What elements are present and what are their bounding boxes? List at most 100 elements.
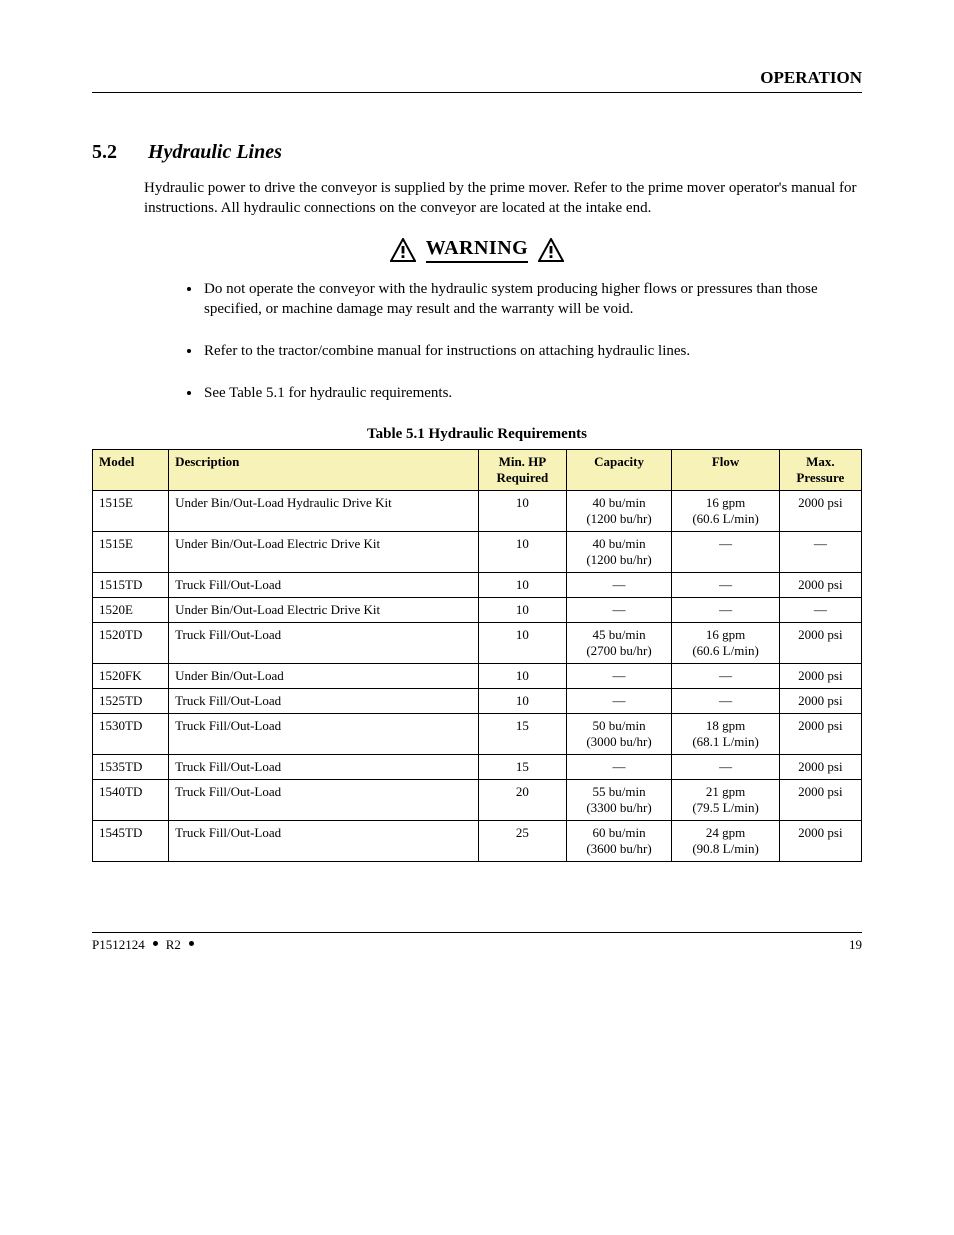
section-paragraph: Hydraulic power to drive the conveyor is… xyxy=(144,178,862,219)
table-cell: 1520E xyxy=(93,597,169,622)
warning-bullet-list: Do not operate the conveyor with the hyd… xyxy=(202,279,862,404)
table-cell: 20 xyxy=(479,779,566,820)
table-cell: — xyxy=(566,597,672,622)
table-caption: Table 5.1 Hydraulic Requirements xyxy=(92,426,862,443)
hydraulic-requirements-table: ModelDescriptionMin. HPRequiredCapacityF… xyxy=(92,449,862,862)
table-cell: Under Bin/Out-Load Electric Drive Kit xyxy=(169,531,479,572)
table-cell: — xyxy=(566,572,672,597)
table-cell: 21 gpm(79.5 L/min) xyxy=(672,779,779,820)
section-number: 5.2 xyxy=(92,141,144,164)
table-cell: 1515E xyxy=(93,531,169,572)
table-row: 1515TDTruck Fill/Out-Load10——2000 psi xyxy=(93,572,862,597)
table-cell: Truck Fill/Out-Load xyxy=(169,572,479,597)
table-cell: 55 bu/min(3300 bu/hr) xyxy=(566,779,672,820)
table-cell: 16 gpm(60.6 L/min) xyxy=(672,622,779,663)
table-row: 1530TDTruck Fill/Out-Load1550 bu/min(300… xyxy=(93,713,862,754)
warning-triangle-left-icon xyxy=(390,238,416,262)
table-cell: 40 bu/min(1200 bu/hr) xyxy=(566,490,672,531)
footer-docnum: P1512124 xyxy=(92,937,145,953)
table-cell: 18 gpm(68.1 L/min) xyxy=(672,713,779,754)
table-cell: 1540TD xyxy=(93,779,169,820)
table-cell: Truck Fill/Out-Load xyxy=(169,820,479,861)
table-header-cell: Min. HPRequired xyxy=(479,449,566,490)
warning-bullet: See Table 5.1 for hydraulic requirements… xyxy=(202,383,862,403)
table-header-cell: Flow xyxy=(672,449,779,490)
table-cell: 25 xyxy=(479,820,566,861)
table-cell: 50 bu/min(3000 bu/hr) xyxy=(566,713,672,754)
table-cell: — xyxy=(566,663,672,688)
table-row: 1515EUnder Bin/Out-Load Hydraulic Drive … xyxy=(93,490,862,531)
table-cell: — xyxy=(672,663,779,688)
table-cell: Truck Fill/Out-Load xyxy=(169,713,479,754)
table-row: 1525TDTruck Fill/Out-Load10——2000 psi xyxy=(93,688,862,713)
table-header-cell: Model xyxy=(93,449,169,490)
table-cell: 10 xyxy=(479,663,566,688)
table-cell: 2000 psi xyxy=(779,820,861,861)
table-cell: 16 gpm(60.6 L/min) xyxy=(672,490,779,531)
warning-triangle-right-icon xyxy=(538,238,564,262)
table-cell: 2000 psi xyxy=(779,754,861,779)
table-cell: 1515TD xyxy=(93,572,169,597)
table-cell: 10 xyxy=(479,531,566,572)
table-cell: — xyxy=(566,688,672,713)
table-row: 1535TDTruck Fill/Out-Load15——2000 psi xyxy=(93,754,862,779)
table-cell: 2000 psi xyxy=(779,572,861,597)
table-cell: 2000 psi xyxy=(779,490,861,531)
page-footer: P1512124 R2 19 xyxy=(92,932,862,953)
header-rule xyxy=(92,92,862,93)
table-cell: 2000 psi xyxy=(779,663,861,688)
table-cell: 60 bu/min(3600 bu/hr) xyxy=(566,820,672,861)
table-row: 1520FKUnder Bin/Out-Load10——2000 psi xyxy=(93,663,862,688)
table-cell: — xyxy=(672,754,779,779)
table-cell: — xyxy=(779,531,861,572)
table-cell: Under Bin/Out-Load xyxy=(169,663,479,688)
table-header-cell: Capacity xyxy=(566,449,672,490)
table-cell: 2000 psi xyxy=(779,779,861,820)
table-cell: — xyxy=(779,597,861,622)
table-cell: 10 xyxy=(479,572,566,597)
table-cell: 1520FK xyxy=(93,663,169,688)
table-cell: — xyxy=(566,754,672,779)
table-cell: 24 gpm(90.8 L/min) xyxy=(672,820,779,861)
table-cell: 15 xyxy=(479,713,566,754)
table-cell: 2000 psi xyxy=(779,622,861,663)
table-cell: 1520TD xyxy=(93,622,169,663)
warning-block: WARNING xyxy=(92,237,862,263)
table-cell: — xyxy=(672,688,779,713)
table-cell: 15 xyxy=(479,754,566,779)
table-cell: Truck Fill/Out-Load xyxy=(169,688,479,713)
table-cell: — xyxy=(672,572,779,597)
footer-dot-icon xyxy=(153,941,158,946)
table-cell: Under Bin/Out-Load Hydraulic Drive Kit xyxy=(169,490,479,531)
table-cell: 10 xyxy=(479,490,566,531)
table-row: 1520EUnder Bin/Out-Load Electric Drive K… xyxy=(93,597,862,622)
table-header-cell: Max.Pressure xyxy=(779,449,861,490)
table-header-cell: Description xyxy=(169,449,479,490)
table-row: 1520TDTruck Fill/Out-Load1045 bu/min(270… xyxy=(93,622,862,663)
table-cell: 1525TD xyxy=(93,688,169,713)
table-cell: Truck Fill/Out-Load xyxy=(169,779,479,820)
table-cell: 10 xyxy=(479,688,566,713)
table-cell: Under Bin/Out-Load Electric Drive Kit xyxy=(169,597,479,622)
warning-bullet: Refer to the tractor/combine manual for … xyxy=(202,341,862,361)
warning-bullet: Do not operate the conveyor with the hyd… xyxy=(202,279,862,320)
table-cell: Truck Fill/Out-Load xyxy=(169,754,479,779)
warning-label: WARNING xyxy=(426,237,528,263)
table-cell: 1545TD xyxy=(93,820,169,861)
table-cell: 1530TD xyxy=(93,713,169,754)
table-cell: 2000 psi xyxy=(779,688,861,713)
table-cell: — xyxy=(672,531,779,572)
footer-rule xyxy=(92,932,862,933)
table-cell: 45 bu/min(2700 bu/hr) xyxy=(566,622,672,663)
section-heading: Hydraulic Lines xyxy=(148,141,282,163)
header-title: OPERATION xyxy=(92,68,862,88)
table-cell: — xyxy=(672,597,779,622)
table-cell: 10 xyxy=(479,597,566,622)
table-cell: 1535TD xyxy=(93,754,169,779)
table-cell: 10 xyxy=(479,622,566,663)
table-row: 1545TDTruck Fill/Out-Load2560 bu/min(360… xyxy=(93,820,862,861)
table-cell: 40 bu/min(1200 bu/hr) xyxy=(566,531,672,572)
table-cell: 1515E xyxy=(93,490,169,531)
table-row: 1515EUnder Bin/Out-Load Electric Drive K… xyxy=(93,531,862,572)
page-header: OPERATION xyxy=(92,68,862,103)
